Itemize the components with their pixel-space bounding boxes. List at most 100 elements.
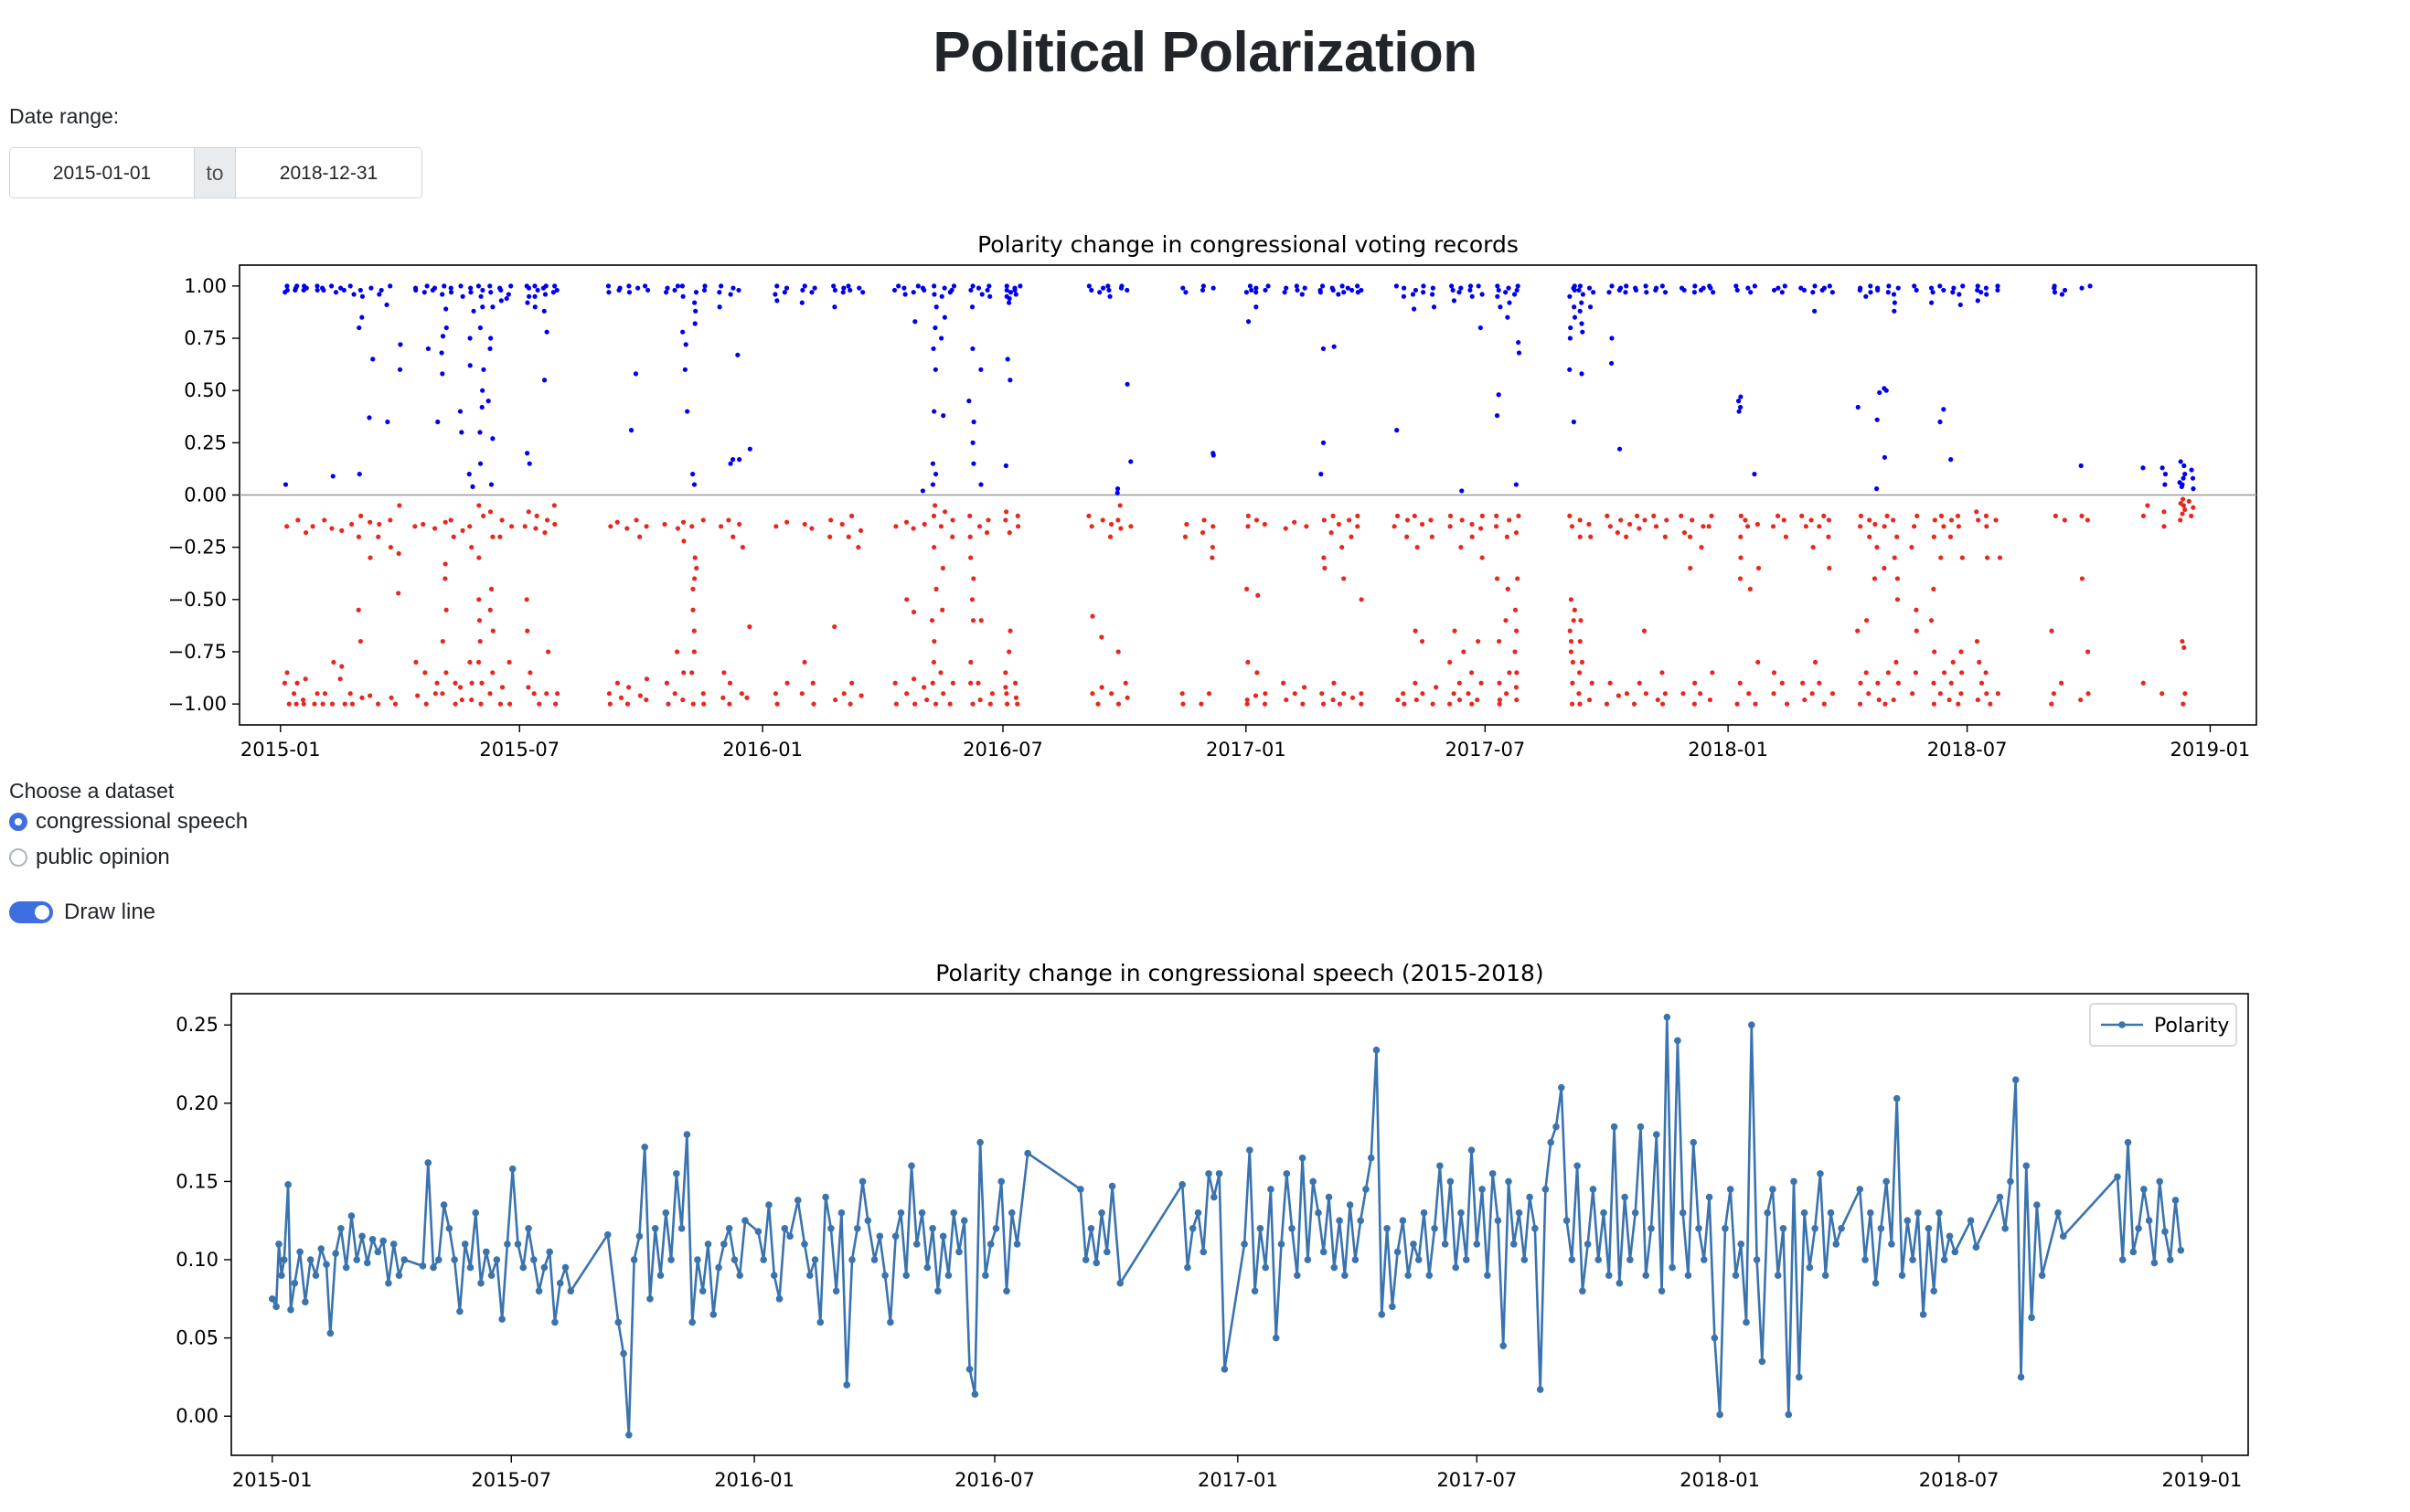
scatter-point-positive xyxy=(1245,319,1252,325)
scatter-point-positive xyxy=(457,409,464,414)
scatter-point-positive xyxy=(1567,335,1573,341)
scatter-point-positive xyxy=(1711,290,1716,295)
scatter-point-positive xyxy=(357,325,362,331)
start-date-input[interactable] xyxy=(10,148,194,197)
data-point xyxy=(887,1318,894,1326)
data-point xyxy=(1077,1186,1084,1193)
data-point xyxy=(1758,1358,1766,1366)
scatter-point-positive xyxy=(487,283,493,289)
scatter-point-positive xyxy=(1892,300,1897,305)
scatter-point-positive xyxy=(978,482,984,487)
scatter-point-positive xyxy=(485,399,491,404)
scatter-point-positive xyxy=(941,413,946,419)
scatter-point-negative xyxy=(1420,691,1425,697)
scatter-point-negative xyxy=(1974,509,1979,515)
scatter-point-negative xyxy=(1434,685,1439,690)
data-point xyxy=(1967,1217,1975,1225)
scatter-point-positive xyxy=(1771,287,1777,293)
scatter-point-negative xyxy=(1855,628,1861,634)
scatter-point-negative xyxy=(443,561,448,567)
scatter-point-negative xyxy=(1100,517,1105,523)
scatter-point-negative xyxy=(666,701,671,707)
scatter-point-positive xyxy=(498,298,504,303)
scatter-point-positive xyxy=(443,306,449,312)
scatter-point-negative xyxy=(475,659,482,665)
data-point xyxy=(477,1279,485,1287)
scatter-point-negative xyxy=(1698,691,1703,697)
scatter-point-negative xyxy=(507,701,513,707)
scatter-point-negative xyxy=(1707,697,1713,703)
scatter-point-negative xyxy=(1003,517,1008,523)
scatter-point-negative xyxy=(828,517,834,523)
data-point xyxy=(651,1224,659,1232)
scatter-point-negative xyxy=(1319,691,1325,697)
scatter-point-positive xyxy=(481,367,486,372)
scatter-point-negative xyxy=(2062,517,2067,523)
radio-unselected-icon[interactable] xyxy=(9,848,27,867)
scatter-point-negative xyxy=(1959,670,1965,676)
data-point xyxy=(781,1224,789,1232)
data-point xyxy=(1877,1224,1885,1232)
scatter-point-negative xyxy=(2182,506,2188,513)
scatter-point-negative xyxy=(911,609,917,615)
scatter-point-negative xyxy=(727,701,732,707)
scatter-point-negative xyxy=(1779,680,1785,686)
data-point xyxy=(2129,1248,2138,1256)
scatter-point-negative xyxy=(295,517,301,523)
scatter-point-positive xyxy=(1801,287,1808,293)
scatter-point-negative xyxy=(551,503,557,508)
scatter-point-positive xyxy=(1243,290,1250,295)
scatter-point-negative xyxy=(1182,534,1189,539)
scatter-point-positive xyxy=(1692,283,1698,289)
toggle-switch-icon[interactable] xyxy=(9,901,53,923)
data-point xyxy=(754,1228,762,1236)
data-point xyxy=(1541,1186,1550,1193)
scatter-point-positive xyxy=(480,388,485,393)
scatter-point-negative xyxy=(1180,701,1186,707)
scatter-point-positive xyxy=(552,283,558,289)
scatter-point-positive xyxy=(1128,459,1134,464)
scatter-point-positive xyxy=(1349,287,1355,293)
data-point xyxy=(944,1272,953,1279)
end-date-input[interactable] xyxy=(236,148,421,197)
scatter-point-positive xyxy=(1995,287,2000,293)
scatter-point-positive xyxy=(1345,285,1350,291)
scatter-point-positive xyxy=(1609,335,1615,341)
data-point xyxy=(1557,1083,1565,1091)
scatter-point-negative xyxy=(1281,680,1286,686)
x-tick-label: 2017-07 xyxy=(1445,739,1525,761)
scatter-point-positive xyxy=(1609,360,1615,367)
scatter-point-positive xyxy=(675,283,681,289)
scatter-point-negative xyxy=(1950,659,1956,665)
scatter-point-positive xyxy=(1886,283,1892,289)
scatter-point-positive xyxy=(1975,298,1980,303)
data-point xyxy=(912,1240,921,1248)
scatter-point-negative xyxy=(2059,680,2064,686)
legend-box xyxy=(2089,1003,2237,1047)
draw-line-switch[interactable]: Draw line xyxy=(9,900,155,925)
scatter-point-positive xyxy=(1249,287,1254,293)
scatter-point-positive xyxy=(424,283,430,289)
scatter-point-negative xyxy=(1976,517,1981,523)
scatter-point-positive xyxy=(1868,283,1873,289)
scatter-point-negative xyxy=(434,680,440,686)
scatter-point-negative xyxy=(1983,513,1989,518)
scatter-point-negative xyxy=(1651,513,1657,518)
x-tick-label: 2016-07 xyxy=(963,739,1043,761)
radio-selected-icon[interactable] xyxy=(9,813,27,831)
scatter-point-positive xyxy=(525,451,530,456)
scatter-point-positive xyxy=(832,304,837,310)
scatter-point-positive xyxy=(1950,290,1956,295)
scatter-point-positive xyxy=(1580,329,1585,335)
dataset-option-congressional-speech[interactable]: congressional speech xyxy=(9,809,248,835)
dataset-option-public-opinion[interactable]: public opinion xyxy=(9,845,170,870)
data-point xyxy=(332,1250,339,1257)
scatter-point-negative xyxy=(929,618,935,623)
scatter-point-negative xyxy=(1586,521,1592,527)
scatter-point-negative xyxy=(1914,607,1919,612)
data-point xyxy=(955,1248,963,1256)
data-point xyxy=(368,1235,377,1243)
scatter-point-positive xyxy=(1330,287,1336,293)
scatter-point-positive xyxy=(1516,350,1522,356)
data-point xyxy=(317,1245,325,1252)
